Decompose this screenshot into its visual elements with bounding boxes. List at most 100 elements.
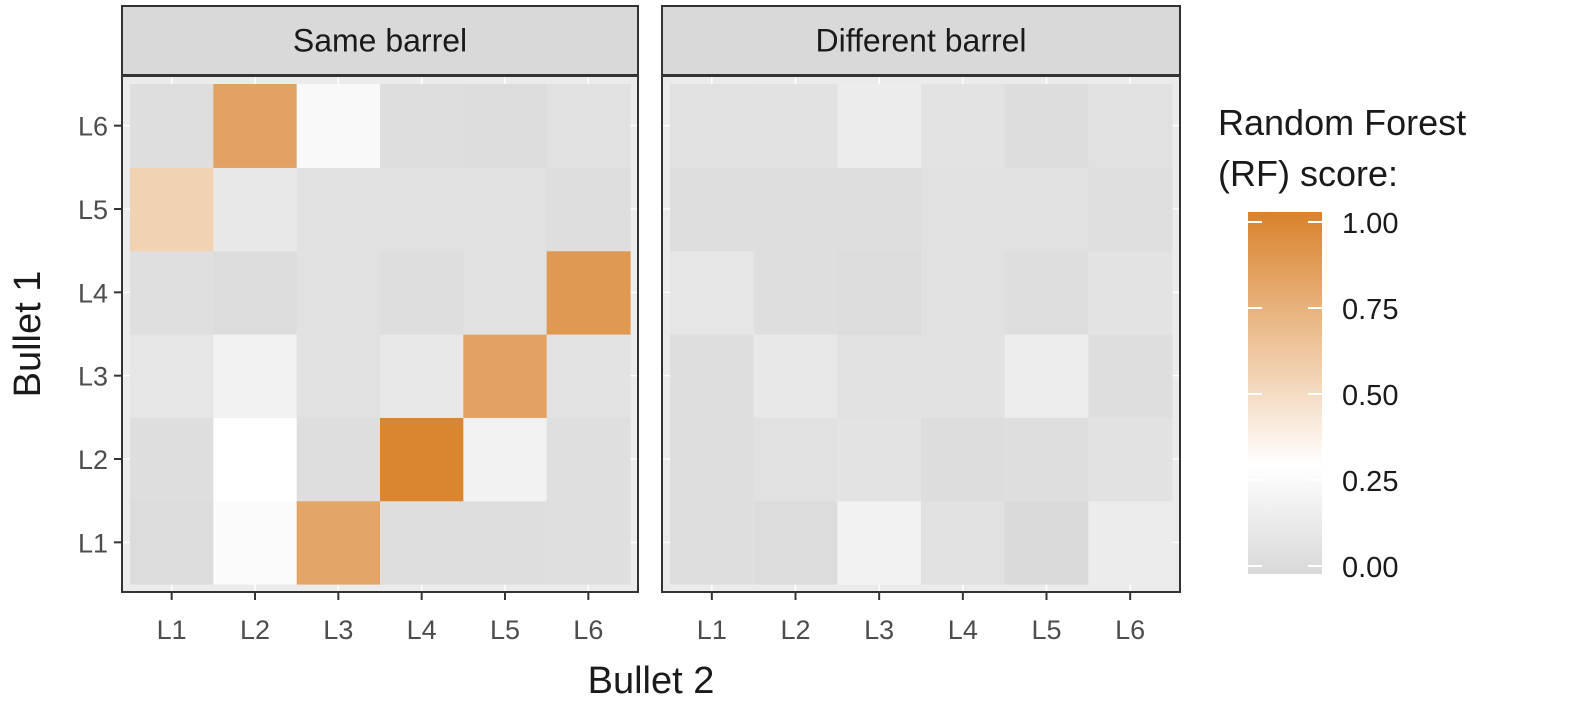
facet-panel-1: Different barrel L1 L2 L3 L4 L5 L6 [661, 5, 1181, 645]
heatmap-tile-L6-L1 [670, 84, 755, 168]
heatmap-tile-L1-L2 [213, 500, 298, 585]
heatmap-tile-L4-L6 [1088, 250, 1173, 335]
facet-panel-0: Same barrel L1 L2 L3 L4 L5 L6 L1 L2 L3 L4 L5 L6 [78, 5, 639, 645]
heatmap-tile-L5-L6 [546, 167, 631, 252]
heatmap-tile-L1-L6 [546, 500, 631, 585]
heatmap-tile-L2-L2 [213, 417, 298, 502]
heatmap-tile-L5-L3 [296, 167, 381, 252]
heatmap-tile-L3-L1 [130, 334, 214, 418]
heatmap-tile-L5-L5 [463, 167, 548, 252]
heatmap-tile-L6-L6 [546, 84, 631, 168]
x-tick-label: L1 [697, 615, 727, 645]
heatmap-tile-L4-L1 [130, 250, 214, 335]
heatmap-tile-L4-L2 [213, 250, 298, 335]
heatmap-tile-L6-L2 [213, 84, 298, 168]
facet-strip-label: Different barrel [815, 23, 1026, 59]
legend-tick-label: 0.75 [1342, 294, 1398, 326]
heatmap-tile-L6-L5 [463, 84, 548, 168]
y-tick-label: L5 [78, 195, 108, 225]
x-tick-label: L4 [407, 615, 437, 645]
heatmap-tile-L5-L3 [837, 167, 922, 252]
heatmap-tile-L5-L5 [1004, 167, 1089, 252]
heatmap-tile-L4-L5 [463, 250, 548, 335]
heatmap-tile-L1-L2 [753, 500, 838, 585]
heatmap-tile-L4-L6 [546, 250, 631, 335]
facet-strip-label: Same barrel [293, 23, 467, 59]
x-tick-label: L5 [1031, 615, 1061, 645]
legend-tick-label: 0.25 [1342, 466, 1398, 498]
x-tick-label: L4 [948, 615, 978, 645]
heatmap-tile-L5-L1 [130, 167, 214, 252]
heatmap-tile-L2-L6 [1088, 417, 1173, 502]
heatmap-tile-L4-L1 [670, 250, 755, 335]
heatmap-tile-L2-L4 [380, 417, 464, 502]
heatmap-tile-L3-L4 [921, 334, 1006, 418]
y-tick-label: L4 [78, 278, 108, 308]
heatmap-tile-L2-L1 [130, 417, 214, 502]
heatmap-tile-L3-L2 [213, 334, 298, 418]
heatmap-tile-L6-L1 [130, 84, 214, 168]
legend-title-line2: (RF) score: [1218, 153, 1398, 194]
heatmap-tile-L6-L3 [296, 84, 381, 168]
y-tick-label: L6 [78, 112, 108, 142]
heatmap-tile-L2-L5 [1004, 417, 1089, 502]
heatmap-tile-L1-L1 [130, 500, 214, 585]
heatmap-tile-L2-L5 [463, 417, 548, 502]
panel-border [121, 75, 639, 593]
heatmap-tile-L6-L4 [921, 84, 1006, 168]
heatmap-tile-L6-L5 [1004, 84, 1089, 168]
panel-border [661, 75, 1181, 593]
x-tick-label: L6 [573, 615, 603, 645]
x-tick-label: L2 [240, 615, 270, 645]
heatmap-tile-L4-L5 [1004, 250, 1089, 335]
x-tick-label: L6 [1115, 615, 1145, 645]
heatmap-tile-L5-L4 [380, 167, 464, 252]
heatmap-tile-L6-L6 [1088, 84, 1173, 168]
heatmap-tile-L6-L2 [753, 84, 838, 168]
heatmap-tile-L3-L2 [753, 334, 838, 418]
heatmap-tile-L6-L3 [837, 84, 922, 168]
heatmap-tile-L2-L1 [670, 417, 755, 502]
heatmap-tile-L3-L3 [837, 334, 922, 418]
heatmap-tile-L5-L2 [753, 167, 838, 252]
x-axis-title: Bullet 2 [588, 660, 715, 702]
heatmap-tile-L3-L6 [546, 334, 631, 418]
heatmap-tile-L3-L6 [1088, 334, 1173, 418]
heatmap-tile-L3-L5 [1004, 334, 1089, 418]
heatmap-tile-L1-L4 [380, 500, 464, 585]
y-tick-label: L3 [78, 362, 108, 392]
heatmap-tile-L1-L6 [1088, 500, 1173, 585]
heatmap-tile-L4-L3 [837, 250, 922, 335]
heatmap-tile-L4-L4 [921, 250, 1006, 335]
x-tick-label: L5 [490, 615, 520, 645]
heatmap-tile-L4-L4 [380, 250, 464, 335]
y-axis-title: Bullet 1 [7, 271, 49, 398]
heatmap-tile-L5-L1 [670, 167, 755, 252]
heatmap-tile-L2-L3 [837, 417, 922, 502]
heatmap-tile-L1-L5 [463, 500, 548, 585]
y-tick-label: L2 [78, 445, 108, 475]
heatmap-tile-L5-L4 [921, 167, 1006, 252]
x-tick-label: L1 [157, 615, 187, 645]
heatmap-tile-L4-L3 [296, 250, 381, 335]
heatmap-tile-L1-L4 [921, 500, 1006, 585]
legend-tick-label: 0.00 [1342, 552, 1398, 584]
heatmap-tile-L1-L3 [837, 500, 922, 585]
heatmap-tile-L2-L6 [546, 417, 631, 502]
heatmap-tile-L2-L2 [753, 417, 838, 502]
heatmap-tile-L4-L2 [753, 250, 838, 335]
y-tick-label: L1 [78, 528, 108, 558]
legend-tick-label: 1.00 [1342, 208, 1398, 240]
heatmap-tile-L3-L1 [670, 334, 755, 418]
heatmap-tile-L2-L3 [296, 417, 381, 502]
heatmap-tile-L5-L2 [213, 167, 298, 252]
legend-title-line1: Random Forest [1218, 102, 1466, 143]
heatmap-tile-L5-L6 [1088, 167, 1173, 252]
heatmap-tile-L2-L4 [921, 417, 1006, 502]
legend: Random Forest (RF) score: 1.00 0.75 0.50 0.25… [1218, 102, 1466, 584]
facet-strip [661, 5, 1181, 76]
heatmap-tile-L1-L3 [296, 500, 381, 585]
x-tick-label: L3 [864, 615, 894, 645]
heatmap-tile-L3-L4 [380, 334, 464, 418]
